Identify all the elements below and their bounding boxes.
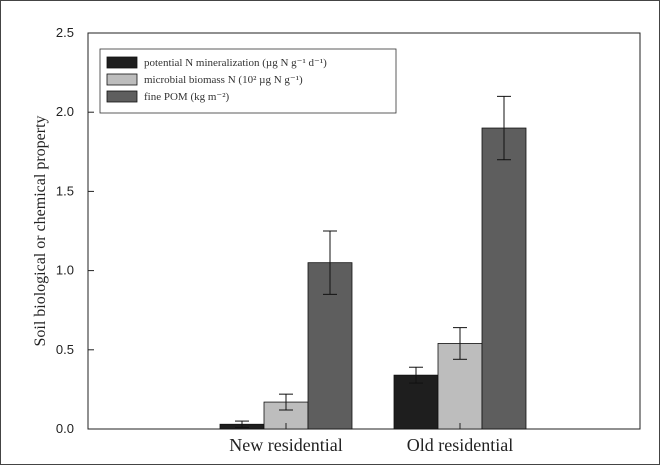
y-tick-label: 1.0 (56, 263, 74, 278)
y-axis-title: Soil biological or chemical property (32, 115, 49, 346)
legend-box (99, 48, 397, 114)
legend-swatch (106, 56, 138, 69)
y-tick-label: 0.0 (56, 421, 74, 436)
plot-area (87, 32, 641, 430)
y-tick-label: 0.5 (56, 342, 74, 357)
bars (219, 127, 527, 430)
legend-swatch (106, 73, 138, 86)
axes (87, 32, 641, 430)
error-bars (235, 95, 511, 428)
legend-label: potential N mineralization (µg N g⁻¹ d⁻¹… (144, 57, 327, 69)
legend: potential N mineralization (µg N g⁻¹ d⁻¹… (99, 48, 397, 114)
y-tick-label: 1.5 (56, 183, 74, 198)
y-axis-ticks: 0.0 0.5 1.0 1.5 2.0 2.5 (56, 25, 94, 436)
category-labels: New residential Old residential (229, 423, 513, 455)
bar (393, 374, 439, 430)
legend-label: fine POM (kg m⁻²) (144, 91, 230, 103)
legend-swatch (106, 90, 138, 103)
y-tick-label: 2.0 (56, 104, 74, 119)
y-tick-label: 2.5 (56, 25, 74, 40)
bar (481, 127, 527, 430)
x-tick-label: Old residential (407, 435, 513, 455)
x-tick-label: New residential (229, 435, 342, 455)
legend-label: microbial biomass N (10² µg N g⁻¹) (144, 74, 303, 86)
